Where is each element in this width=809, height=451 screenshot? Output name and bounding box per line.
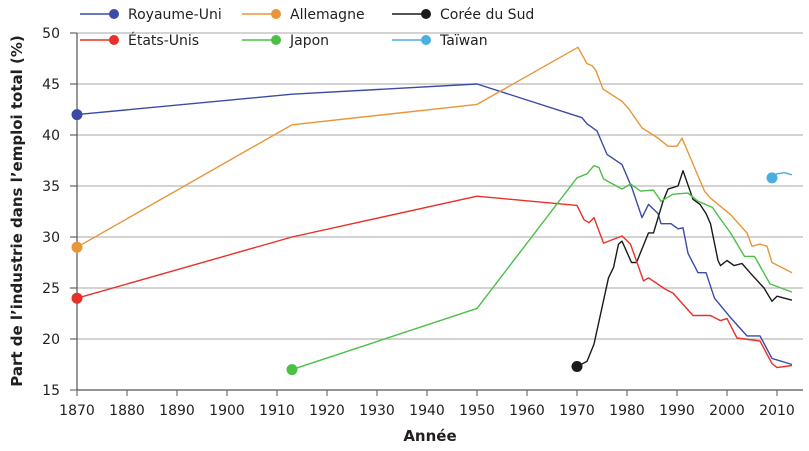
x-tick-label: 1960 [509,403,545,419]
axes: 15 20 25 30 35 40 45 50 1870 1880 1890 1900 1910 1920… [42,26,803,419]
legend-label: États-Unis [128,32,199,49]
y-tick-label: 15 [42,383,60,399]
x-tick-label: 1910 [259,403,295,419]
y-tick-label: 35 [42,179,60,195]
legend-label: Allemagne [290,7,365,23]
legend-label: Japon [289,33,329,49]
series-start-marker-3 [71,292,83,304]
x-tick-label: 1890 [159,403,195,419]
legend-marker [421,35,431,45]
x-tick-label: 2000 [709,403,745,419]
y-axis-label: Part de l’industrie dans l’emploi total … [8,35,26,387]
legend-marker [109,35,119,45]
series-line-0 [76,83,793,366]
legend-label: Royaume-Uni [128,7,222,23]
legend-marker [421,9,431,19]
series-line-4 [291,164,793,371]
series-line-3 [76,195,793,369]
series-line-2 [576,170,793,368]
series-start-marker-0 [71,109,83,121]
x-tick-label: 1880 [109,403,145,419]
y-tick-label: 25 [42,281,60,297]
y-tick-label: 45 [42,77,60,93]
series-lines [71,46,793,376]
x-tick-label: 1980 [609,403,645,419]
legend-marker [271,35,281,45]
series-start-marker-4 [286,364,298,376]
legend-marker [109,9,119,19]
x-tick-label: 1950 [459,403,495,419]
y-tick-label: 30 [42,230,60,246]
series-start-marker-2 [571,361,583,373]
x-tick-label: 1870 [59,403,95,419]
legend-label: Taïwan [439,33,488,49]
x-tick-label: 1990 [659,403,695,419]
gridlines [70,32,803,340]
y-tick-label: 50 [42,26,60,42]
x-axis-label: Année [403,427,456,445]
y-tick-label: 40 [42,128,60,144]
legend-marker [271,9,281,19]
y-tick-label: 20 [42,332,60,348]
legend-label: Corée du Sud [440,7,534,23]
legend: Royaume-Uni Allemagne Corée du Sud États-Un… [80,7,534,49]
series-start-marker-5 [766,172,778,184]
x-tick-label: 1930 [359,403,395,419]
x-tick-label: 1900 [209,403,245,419]
series-start-marker-1 [71,241,83,253]
x-tick-label: 1940 [409,403,445,419]
series-line-1 [76,46,793,274]
x-tick-label: 1920 [309,403,345,419]
x-tick-label: 1970 [559,403,595,419]
x-tick-label: 2010 [759,403,795,419]
